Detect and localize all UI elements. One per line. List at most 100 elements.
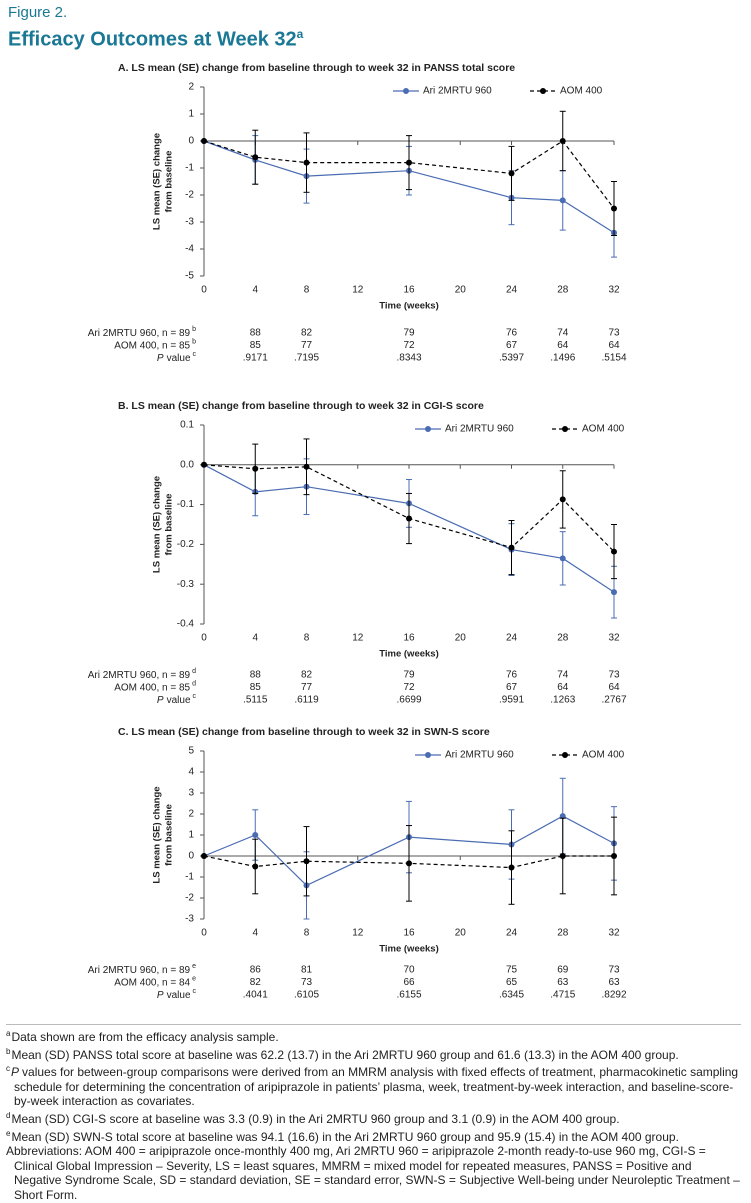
x-tick-label: 20 (455, 633, 467, 644)
table-cell: 85 (250, 340, 262, 351)
table-cell: 70 (403, 965, 415, 976)
row-label-sup: e (192, 963, 196, 970)
y-tick-label: -0.3 (177, 579, 195, 590)
footnote-mark: d (6, 1110, 11, 1120)
footnote: bMean (SD) PANSS total score at baseline… (6, 1045, 741, 1063)
row-label-sup: b (192, 339, 196, 346)
x-tick-label: 0 (201, 285, 207, 296)
x-tick-label: 28 (557, 928, 569, 939)
x-tick-label: 4 (252, 928, 258, 939)
table-cell: 82 (250, 977, 262, 988)
chart-title: B. LS mean (SE) change from baseline thr… (118, 400, 484, 412)
y-tick-label: -1 (185, 163, 194, 174)
footnote-mark: e (6, 1128, 11, 1138)
table-cell: 75 (506, 965, 518, 976)
legend-label: AOM 400 (560, 86, 603, 97)
table-cell: 82 (301, 328, 313, 339)
footnotes: aData shown are from the efficacy analys… (6, 1024, 741, 1203)
point (559, 138, 566, 144)
table-cell: 74 (557, 670, 569, 681)
footnote-text: Mean (SD) SWN-S total score at baseline … (11, 1129, 679, 1144)
row-label-text: value (167, 990, 191, 1001)
row-label-sup: c (193, 351, 197, 358)
table-cell: 72 (403, 682, 415, 693)
point (611, 548, 617, 555)
table-cell: 73 (608, 965, 620, 976)
y-axis-title: LS mean (SE) change (152, 133, 163, 230)
chart-title: C. LS mean (SE) change from baseline thr… (118, 726, 490, 738)
table-row-label: Ari 2MRTU 960, n = 89 b (88, 326, 196, 338)
legend-marker (562, 752, 568, 758)
table-row-label: Ari 2MRTU 960, n = 89 e (88, 963, 196, 975)
y-tick-label: -0.1 (177, 499, 195, 510)
point (559, 555, 566, 562)
point (508, 544, 515, 551)
x-tick-label: 24 (506, 928, 518, 939)
legend-label: Ari 2MRTU 960 (445, 424, 514, 435)
table-cell: 74 (557, 328, 569, 339)
x-tick-label: 16 (403, 285, 415, 296)
y-tick-label: 0 (188, 851, 194, 862)
table-cell: 76 (506, 670, 518, 681)
legend-label: Ari 2MRTU 960 (423, 86, 492, 97)
point (406, 860, 412, 867)
table-cell: .5154 (601, 353, 626, 364)
table-cell: 73 (608, 670, 620, 681)
x-tick-label: 16 (403, 633, 415, 644)
point (406, 159, 412, 166)
table-cell: .1496 (550, 353, 575, 364)
title-text: Efficacy Outcomes at Week 32 (8, 28, 297, 51)
point (559, 197, 566, 204)
x-tick-label: 20 (455, 285, 467, 296)
legend-marker (425, 426, 431, 432)
table-cell: .8343 (396, 353, 421, 364)
legend-label: AOM 400 (582, 750, 625, 761)
y-tick-label: 0.1 (180, 420, 194, 431)
row-label-italic: P (157, 990, 164, 1001)
row-label-text: value (167, 695, 191, 706)
y-axis-title: LS mean (SE) change (152, 786, 163, 883)
x-axis-title: Time (weeks) (379, 301, 439, 312)
table-cell: .8292 (601, 990, 626, 1001)
table-row-label: AOM 400, n = 84 e (114, 976, 196, 988)
point (252, 863, 259, 870)
x-tick-label: 4 (252, 285, 258, 296)
legend-marker (403, 88, 409, 94)
row-label-text: AOM 400, n = 84 (114, 977, 190, 988)
table-cell: .6105 (294, 990, 319, 1001)
footnote-text: Mean (SD) PANSS total score at baseline … (11, 1047, 679, 1062)
table-cell: 85 (250, 682, 262, 693)
y-tick-label: 4 (188, 767, 194, 778)
row-label-italic: P (157, 353, 164, 364)
table-cell: .1263 (550, 695, 575, 706)
table-cell: .4041 (243, 990, 268, 1001)
y-axis-title: from baseline (164, 804, 175, 866)
legend-label: Ari 2MRTU 960 (445, 750, 514, 761)
table-cell: 79 (403, 328, 415, 339)
table-row-label: AOM 400, n = 85 b (114, 339, 196, 351)
y-tick-label: -3 (185, 217, 194, 228)
table-cell: 73 (301, 977, 313, 988)
footnote-text: values for between-group comparisons wer… (14, 1065, 739, 1109)
point (611, 853, 617, 859)
abbreviations: Abbreviations: AOM 400 = aripiprazole on… (6, 1144, 740, 1202)
table-cell: .2767 (601, 695, 626, 706)
x-tick-label: 16 (403, 928, 415, 939)
table-cell: 64 (557, 340, 569, 351)
table-cell: 67 (506, 340, 518, 351)
x-tick-label: 24 (506, 633, 518, 644)
footnote: cP values for between-group comparisons w… (6, 1062, 741, 1109)
header: Figure 2. Efficacy Outcomes at Week 32a (8, 4, 303, 52)
y-tick-label: -5 (185, 271, 194, 282)
table-cell: 79 (403, 670, 415, 681)
legend-marker (425, 752, 431, 758)
table-cell: .5397 (499, 353, 524, 364)
x-tick-label: 8 (304, 633, 310, 644)
footnote-mark: c (6, 1064, 10, 1074)
row-label-sup: d (192, 681, 196, 688)
table-cell: 67 (506, 682, 518, 693)
y-tick-label: 1 (188, 109, 194, 120)
y-tick-label: 0 (188, 136, 194, 147)
